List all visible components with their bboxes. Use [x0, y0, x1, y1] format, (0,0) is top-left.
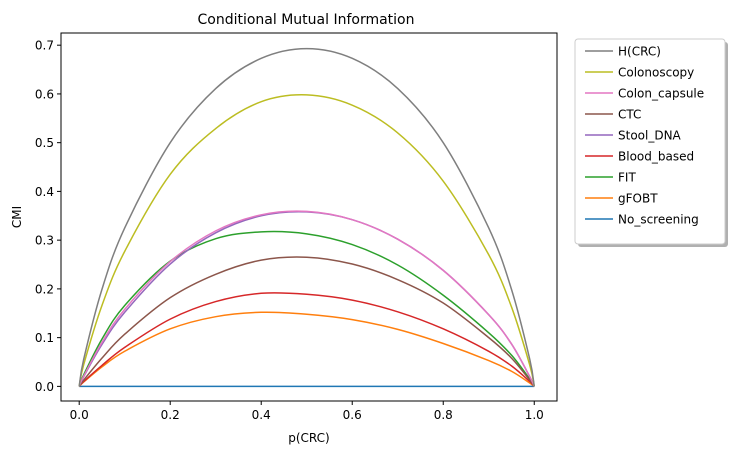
legend: H(CRC) Colonoscopy Colon_capsule CTC Stool_D… [574, 38, 728, 247]
legend-label: H(CRC) [618, 45, 661, 59]
series-line-fit [78, 230, 535, 387]
y-tick-label: 0.6 [35, 87, 54, 101]
series-line-h-crc- [78, 47, 535, 387]
y-tick-label: 0.3 [35, 234, 54, 248]
y-axis-label: CMI [10, 206, 24, 228]
x-axis: 0.0 0.2 0.4 0.6 0.8 1.0 [70, 401, 544, 422]
x-axis-label: p(CRC) [288, 431, 329, 445]
legend-label: gFOBT [618, 192, 658, 206]
y-tick-label: 0.1 [35, 331, 54, 345]
legend-label: FIT [618, 171, 636, 185]
x-tick-label: 0.0 [70, 408, 89, 422]
y-tick-label: 0.7 [35, 39, 54, 53]
plot-frame [60, 32, 558, 402]
y-axis: 0.0 0.1 0.2 0.3 0.4 0.5 0.6 0.7 [35, 39, 61, 394]
legend-label: No_screening [618, 213, 699, 227]
legend-label: Blood_based [618, 150, 694, 164]
legend-box [574, 38, 726, 245]
legend-label: Colon_capsule [618, 87, 704, 101]
x-tick-label: 1.0 [525, 408, 544, 422]
x-tick-label: 0.4 [252, 408, 271, 422]
chart-title: Conditional Mutual Information [198, 12, 415, 28]
legend-label: Stool_DNA [618, 129, 682, 143]
x-tick-label: 0.8 [434, 408, 453, 422]
legend-label: CTC [618, 108, 641, 122]
x-tick-label: 0.2 [161, 408, 180, 422]
y-tick-label: 0.4 [35, 185, 54, 199]
series-line-stool-dna [78, 210, 535, 387]
y-tick-label: 0.0 [35, 380, 54, 394]
y-tick-label: 0.5 [35, 136, 54, 150]
series-line-gfobt [78, 311, 535, 387]
series-line-ctc [78, 256, 535, 387]
series-line-colonoscopy [78, 94, 535, 387]
legend-label: Colonoscopy [618, 66, 694, 80]
plot-area [78, 47, 535, 388]
y-tick-label: 0.2 [35, 282, 54, 296]
series-line-colon-capsule [78, 210, 535, 387]
x-tick-label: 0.6 [343, 408, 362, 422]
series-line-blood-based [78, 292, 535, 387]
